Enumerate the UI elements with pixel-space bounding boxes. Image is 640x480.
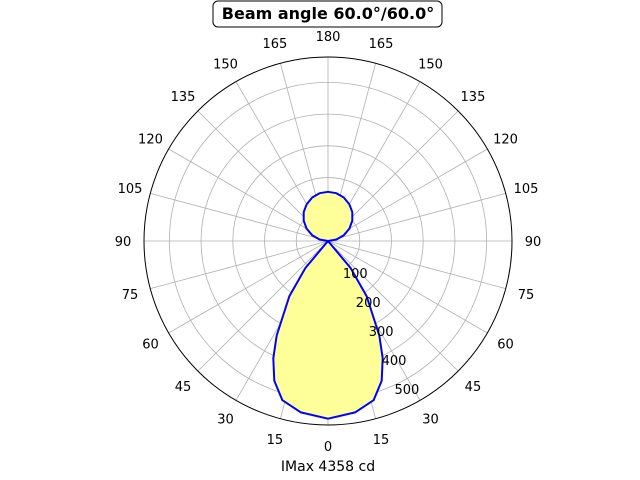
angle-tick-label: 15 xyxy=(267,433,284,448)
angle-tick-label: 105 xyxy=(514,182,539,197)
angle-tick-label: 15 xyxy=(373,433,390,448)
grid-spoke xyxy=(168,148,329,242)
angle-tick-label: 120 xyxy=(138,133,163,148)
radial-tick-label: 200 xyxy=(356,296,381,311)
angle-tick-label: 45 xyxy=(465,380,482,395)
angle-tick-label: 135 xyxy=(171,90,196,105)
grid-spoke xyxy=(327,240,459,372)
angle-tick-label: 180 xyxy=(316,30,341,45)
grid-spoke xyxy=(327,240,488,334)
angle-tick-label: 120 xyxy=(493,133,518,148)
grid-spoke xyxy=(197,240,329,372)
grid-spoke xyxy=(150,240,329,290)
angle-tick-label: 105 xyxy=(118,182,143,197)
title-box: Beam angle 60.0°/60.0° xyxy=(212,0,443,28)
grid-spoke xyxy=(150,192,329,242)
angle-tick-label: 45 xyxy=(175,380,192,395)
angle-tick-label: 60 xyxy=(142,338,159,353)
angle-tick-label: 30 xyxy=(217,413,234,428)
radial-tick-label: 100 xyxy=(343,267,368,282)
angle-tick-label: 135 xyxy=(461,90,486,105)
angle-tick-label: 75 xyxy=(122,288,139,303)
tick-labels: 0 15 15 30 30 45 45 60 60 75 75 90 90 105 105 120 120 135… xyxy=(115,30,542,455)
grid-spoke xyxy=(327,148,488,242)
radial-tick-label: 300 xyxy=(369,325,394,340)
angle-tick-label: 30 xyxy=(422,413,439,428)
radial-tick-label: 400 xyxy=(382,354,407,369)
angle-tick-label: 165 xyxy=(263,37,288,52)
angle-tick-label: 60 xyxy=(497,338,514,353)
intensity-curves xyxy=(272,190,384,420)
angle-tick-label: 0 xyxy=(324,440,332,455)
chart-title: Beam angle 60.0°/60.0° xyxy=(222,4,434,23)
radial-tick-label: 500 xyxy=(395,383,420,398)
grid-spoke xyxy=(327,240,506,290)
angle-tick-label: 75 xyxy=(518,288,535,303)
x-axis-label: IMax 4358 cd xyxy=(281,459,375,475)
angle-tick-label: 90 xyxy=(115,235,132,250)
angle-tick-label: 165 xyxy=(369,37,394,52)
grid-spoke xyxy=(327,192,506,242)
angle-tick-label: 90 xyxy=(525,235,542,250)
outer-circle xyxy=(143,56,513,426)
angle-tick-label: 150 xyxy=(213,57,238,72)
intensity-lobe-1 xyxy=(302,190,354,242)
grid-spoke xyxy=(168,240,329,334)
angle-tick-label: 150 xyxy=(418,57,443,72)
